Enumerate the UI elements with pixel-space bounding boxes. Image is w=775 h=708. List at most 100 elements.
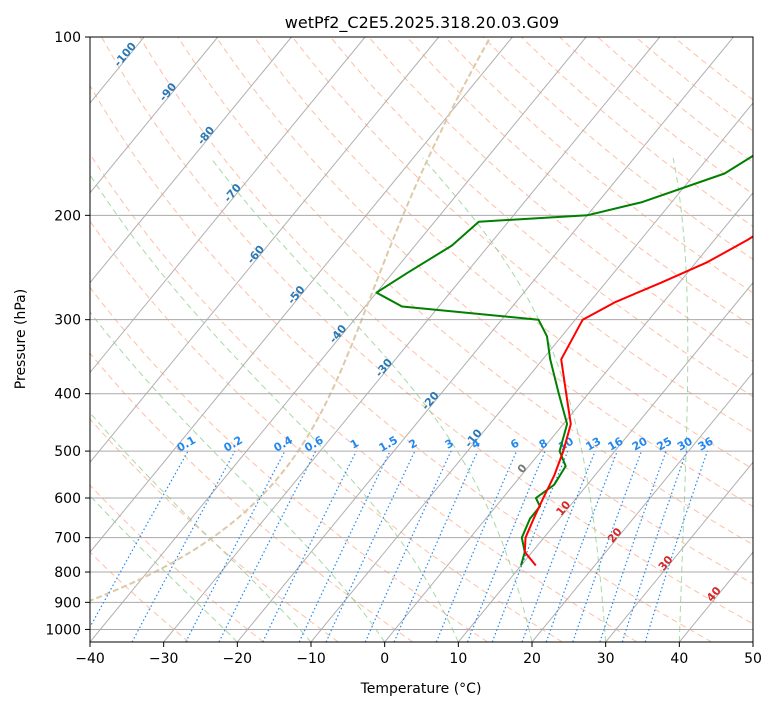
- dry-adiabat: [90, 551, 190, 642]
- mixing-ratio-label: 1: [348, 437, 361, 452]
- moist-adiabat: [672, 157, 689, 642]
- dry-adiabat: [90, 220, 563, 642]
- isotherm-label: -30: [373, 356, 396, 380]
- dry-adiabat: [330, 37, 753, 398]
- y-axis: 100 200 300 400 500 600 700 800 900 1000: [45, 30, 90, 638]
- isotherm: [310, 102, 753, 642]
- y-tick-label: 400: [54, 387, 81, 403]
- y-axis-title: Pressure (hPa): [13, 289, 29, 389]
- isotherm: [752, 641, 753, 642]
- isotherm: [605, 461, 753, 642]
- dry-adiabat: [253, 37, 753, 470]
- moist-adiabat: [90, 495, 238, 642]
- y-tick-label: 100: [54, 30, 81, 46]
- isotherm-label: 10: [554, 498, 574, 518]
- moist-adiabat: [90, 174, 459, 642]
- isotherm: [531, 371, 753, 642]
- profiles: [375, 154, 753, 567]
- mixing-ratio-line: [466, 450, 546, 642]
- isotherms: [0, 37, 753, 642]
- moist-adiabat: [90, 311, 386, 642]
- x-tick-label: 20: [523, 651, 541, 667]
- x-tick-label: 30: [597, 651, 615, 667]
- brown-curve-line: [90, 37, 492, 602]
- mixing-ratio-line: [218, 450, 317, 642]
- isotherm-label: -60: [244, 243, 267, 267]
- x-axis: −40 −30 −20 −10 0 10 20 30 40 50: [75, 642, 762, 667]
- y-tick-label: 900: [54, 595, 81, 611]
- dry-adiabat: [215, 37, 753, 507]
- isotherm-label: 0: [515, 461, 530, 475]
- isotherm: [236, 37, 734, 642]
- isotherm-label: -100: [111, 40, 139, 70]
- isotherm: [90, 37, 440, 464]
- isotherm: [163, 37, 661, 642]
- mixing-ratio-line: [572, 450, 643, 642]
- isotherm: [457, 281, 753, 642]
- mixing-ratio-line: [262, 450, 357, 642]
- isotherm-label: 30: [656, 553, 676, 573]
- plot-area: -100-90-80-70-60-50-40-30-20-10010203040…: [0, 37, 753, 642]
- dewpoint-line: [375, 154, 753, 566]
- isotherm: [384, 192, 753, 642]
- mixing-ratio-label: 2: [407, 437, 420, 452]
- mixing-ratio-label: 6: [508, 436, 521, 451]
- x-tick-label: −30: [149, 651, 179, 667]
- isotherm-label: -80: [195, 124, 218, 148]
- dry-adiabat: [90, 484, 264, 642]
- y-tick-label: 800: [54, 565, 81, 581]
- isotherm: [90, 37, 219, 194]
- mixing-ratio-line: [545, 450, 618, 642]
- y-tick-label: 300: [54, 313, 81, 329]
- mixing-ratio-label: 8: [537, 437, 550, 452]
- mixing-ratio-line: [131, 450, 236, 642]
- isotherm-label: -70: [221, 181, 244, 205]
- dry-adiabat: [90, 352, 414, 642]
- mixing-ratio-line: [521, 450, 596, 642]
- mixing-ratio-line: [644, 450, 708, 642]
- y-tick-label: 700: [54, 531, 81, 547]
- y-tick-label: 600: [54, 491, 81, 507]
- mixing-ratio-line: [393, 450, 479, 642]
- dry-adiabat: [177, 37, 753, 546]
- x-tick-label: −20: [223, 651, 253, 667]
- mixing-ratio-line: [599, 450, 667, 642]
- mixing-ratio-line: [90, 450, 189, 629]
- dry-adiabat: [90, 84, 712, 642]
- isotherm: [90, 37, 292, 284]
- pressure-gridlines: [90, 214, 753, 630]
- moist-adiabat: [422, 157, 607, 642]
- mixing-ratio-label: 3: [443, 437, 456, 452]
- x-tick-label: 10: [449, 651, 467, 667]
- dry-adiabat: [292, 37, 753, 433]
- isotherm: [0, 37, 70, 642]
- x-tick-label: −40: [75, 651, 105, 667]
- mixing-ratio-lines: [90, 450, 708, 642]
- y-tick-label: 200: [54, 208, 81, 224]
- isotherm-label: -20: [419, 389, 442, 413]
- dry-adiabat: [90, 286, 488, 642]
- x-tick-label: 0: [380, 651, 389, 667]
- dry-adiabat: [635, 37, 753, 132]
- plot-frame: [89, 36, 754, 643]
- mixing-ratio-line: [621, 450, 688, 642]
- isotherm: [90, 37, 513, 553]
- mixing-ratio-line: [185, 450, 286, 642]
- x-tick-label: −10: [296, 651, 326, 667]
- isotherm-label: -40: [327, 322, 350, 346]
- x-axis-title: Temperature (°C): [360, 681, 482, 697]
- y-tick-label: 500: [54, 444, 81, 460]
- mixing-ratio-line: [491, 450, 569, 642]
- y-tick-label: 1000: [45, 622, 81, 638]
- dry-adiabat: [90, 153, 638, 642]
- dry-adiabat: [673, 37, 753, 101]
- x-tick-label: 50: [744, 651, 762, 667]
- dry-adiabat: [559, 37, 753, 195]
- mixing-ratio-line: [435, 450, 518, 642]
- isotherm-label: 40: [704, 584, 724, 604]
- moist-adiabat: [210, 157, 533, 642]
- moist-adiabats: [90, 157, 689, 642]
- chart-title: wetPf2_C2E5.2025.318.20.03.G09: [285, 13, 559, 33]
- isotherm: [678, 551, 753, 642]
